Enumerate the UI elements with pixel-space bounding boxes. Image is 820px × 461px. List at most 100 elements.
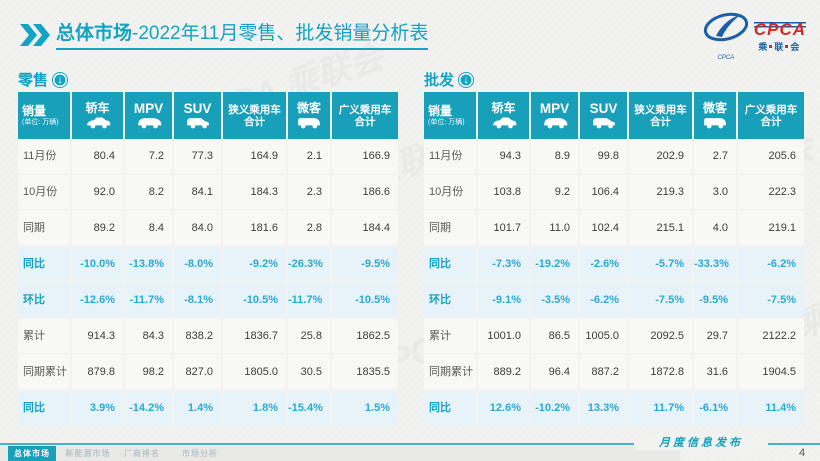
data-cell: 84.1 bbox=[174, 175, 223, 211]
data-cell: 29.7 bbox=[694, 319, 738, 355]
table-row: 同比 3.9% -14.2% 1.4% 1.8% -15.4% 1.5% bbox=[18, 391, 398, 427]
data-cell: 84.3 bbox=[125, 319, 174, 355]
footer-tab-2[interactable]: 新能源市场 bbox=[65, 449, 111, 458]
column-header-label: MPV bbox=[133, 101, 164, 116]
data-cell: -6.1% bbox=[694, 391, 738, 427]
column-header-cell: 轿车 bbox=[478, 92, 531, 139]
data-cell: -14.2% bbox=[125, 391, 174, 427]
footer-divider-line bbox=[0, 443, 820, 445]
page-title-topic: 总体市场 bbox=[56, 23, 133, 44]
footer-tab-3[interactable]: 厂商排名 bbox=[124, 449, 160, 458]
cpca-chinese-char: 联 bbox=[774, 41, 786, 52]
footer-tab-4[interactable]: 市场分析 bbox=[182, 449, 218, 458]
unit-note: (单位: 万辆) bbox=[22, 118, 59, 126]
data-cell: 166.9 bbox=[332, 139, 398, 175]
data-cell: 1.5% bbox=[332, 391, 398, 427]
column-header-cell: 轿车 bbox=[72, 92, 125, 139]
suv-car-icon bbox=[185, 116, 211, 129]
column-header-cell: 广义乘用车合计 bbox=[738, 92, 804, 139]
mpv-car-icon bbox=[542, 116, 568, 129]
data-cell: -3.5% bbox=[531, 283, 580, 319]
data-cell: 219.1 bbox=[738, 211, 804, 247]
cpca-chinese-name: 乘联会 bbox=[758, 40, 801, 53]
cpca-logo: CPCA CPCA 乘联会 bbox=[702, 12, 806, 61]
data-cell: 1.8% bbox=[223, 391, 288, 427]
page-number: 4 bbox=[799, 447, 806, 459]
column-header-label: 微客 bbox=[296, 101, 321, 115]
data-cell: 219.3 bbox=[629, 175, 694, 211]
data-cell: 1862.5 bbox=[332, 319, 398, 355]
data-cell: 827.0 bbox=[174, 355, 223, 391]
data-cell: 184.3 bbox=[223, 175, 288, 211]
data-cell: -19.2% bbox=[531, 247, 580, 283]
data-cell: -33.3% bbox=[694, 247, 738, 283]
data-cell: 25.8 bbox=[288, 319, 332, 355]
cpca-chinese-char: 会 bbox=[790, 41, 802, 52]
row-label-cell: 同比 bbox=[18, 247, 72, 283]
table-row: 11月份 80.4 7.2 77.3 164.9 2.1 166.9 bbox=[18, 139, 398, 175]
column-header-cell: 广义乘用车合计 bbox=[332, 92, 398, 139]
wholesale-table: 销量 (单位: 万辆) 轿车 MPV SUV 狭义乘用车合计 微客 广义乘用车合计 11月份 94… bbox=[424, 92, 804, 427]
table-row: 环比 -9.1% -3.5% -6.2% -7.5% -9.5% -7.5% bbox=[424, 283, 804, 319]
data-cell: 889.2 bbox=[478, 355, 531, 391]
row-label-cell: 同期 bbox=[18, 211, 72, 247]
data-cell: 1872.8 bbox=[629, 355, 694, 391]
data-cell: 2122.2 bbox=[738, 319, 804, 355]
row-label-cell: 环比 bbox=[18, 283, 72, 319]
data-cell: 3.9% bbox=[72, 391, 125, 427]
data-cell: -6.2% bbox=[738, 247, 804, 283]
column-header-cell: SUV bbox=[174, 92, 223, 139]
data-cell: 184.4 bbox=[332, 211, 398, 247]
retail-section-text: 零售 bbox=[18, 72, 49, 89]
row-label-cell: 环比 bbox=[424, 283, 478, 319]
data-cell: 31.6 bbox=[694, 355, 738, 391]
column-header-label: SUV bbox=[183, 101, 212, 116]
row-label-cell: 10月份 bbox=[18, 175, 72, 211]
data-cell: 202.9 bbox=[629, 139, 694, 175]
publish-label: 月度信息发布 bbox=[634, 437, 768, 450]
unit-note: (单位: 万辆) bbox=[428, 118, 465, 126]
wholesale-section-label: 批发 ↓ bbox=[424, 69, 475, 90]
table-row: 同比 -10.0% -13.8% -8.0% -9.2% -26.3% -9.5% bbox=[18, 247, 398, 283]
table-header-row: 销量 (单位: 万辆) 轿车 MPV SUV 狭义乘用车合计 微客 广义乘用车合计 bbox=[18, 92, 398, 139]
data-cell: 3.0 bbox=[694, 175, 738, 211]
page-title-rest: -2022年11月零售、批发销量分析表 bbox=[132, 23, 429, 44]
table-row: 11月份 94.3 8.9 99.8 202.9 2.7 205.6 bbox=[424, 139, 804, 175]
column-header-cell: 狭义乘用车合计 bbox=[223, 92, 288, 139]
data-cell: 879.8 bbox=[72, 355, 125, 391]
page-title: 总体市场-2022年11月零售、批发销量分析表 bbox=[56, 18, 429, 50]
red-square-separator bbox=[785, 44, 789, 48]
data-cell: -15.4% bbox=[288, 391, 332, 427]
data-cell: -9.5% bbox=[332, 247, 398, 283]
column-header-cell: SUV bbox=[580, 92, 629, 139]
column-header-label: 销量 bbox=[22, 103, 47, 118]
data-cell: 2092.5 bbox=[629, 319, 694, 355]
row-label-cell: 同比 bbox=[424, 247, 478, 283]
row-label-cell: 11月份 bbox=[424, 139, 478, 175]
data-cell: 1.4% bbox=[174, 391, 223, 427]
data-cell: 914.3 bbox=[72, 319, 125, 355]
column-header-label: 销量 bbox=[428, 103, 453, 118]
data-cell: 103.8 bbox=[478, 175, 531, 211]
data-cell: -10.5% bbox=[223, 283, 288, 319]
data-cell: 887.2 bbox=[580, 355, 629, 391]
row-label-cell: 累计 bbox=[18, 319, 72, 355]
data-cell: -11.7% bbox=[125, 283, 174, 319]
data-cell: -11.7% bbox=[288, 283, 332, 319]
red-square-separator bbox=[769, 44, 773, 48]
data-cell: 215.1 bbox=[629, 211, 694, 247]
microvan-icon bbox=[702, 116, 728, 129]
data-cell: 102.4 bbox=[580, 211, 629, 247]
wholesale-section-text: 批发 bbox=[424, 72, 455, 89]
data-cell: 11.4% bbox=[738, 391, 804, 427]
data-cell: -2.6% bbox=[580, 247, 629, 283]
double-chevron-icon bbox=[20, 24, 50, 51]
cpca-oval-swoosh-icon: CPCA bbox=[702, 12, 750, 61]
data-cell: 2.1 bbox=[288, 139, 332, 175]
footer-tab-1[interactable]: 总体市场 bbox=[8, 446, 56, 461]
data-cell: -12.6% bbox=[72, 283, 125, 319]
data-cell: 96.4 bbox=[531, 355, 580, 391]
data-cell: 94.3 bbox=[478, 139, 531, 175]
data-cell: -7.5% bbox=[629, 283, 694, 319]
data-cell: 1836.7 bbox=[223, 319, 288, 355]
